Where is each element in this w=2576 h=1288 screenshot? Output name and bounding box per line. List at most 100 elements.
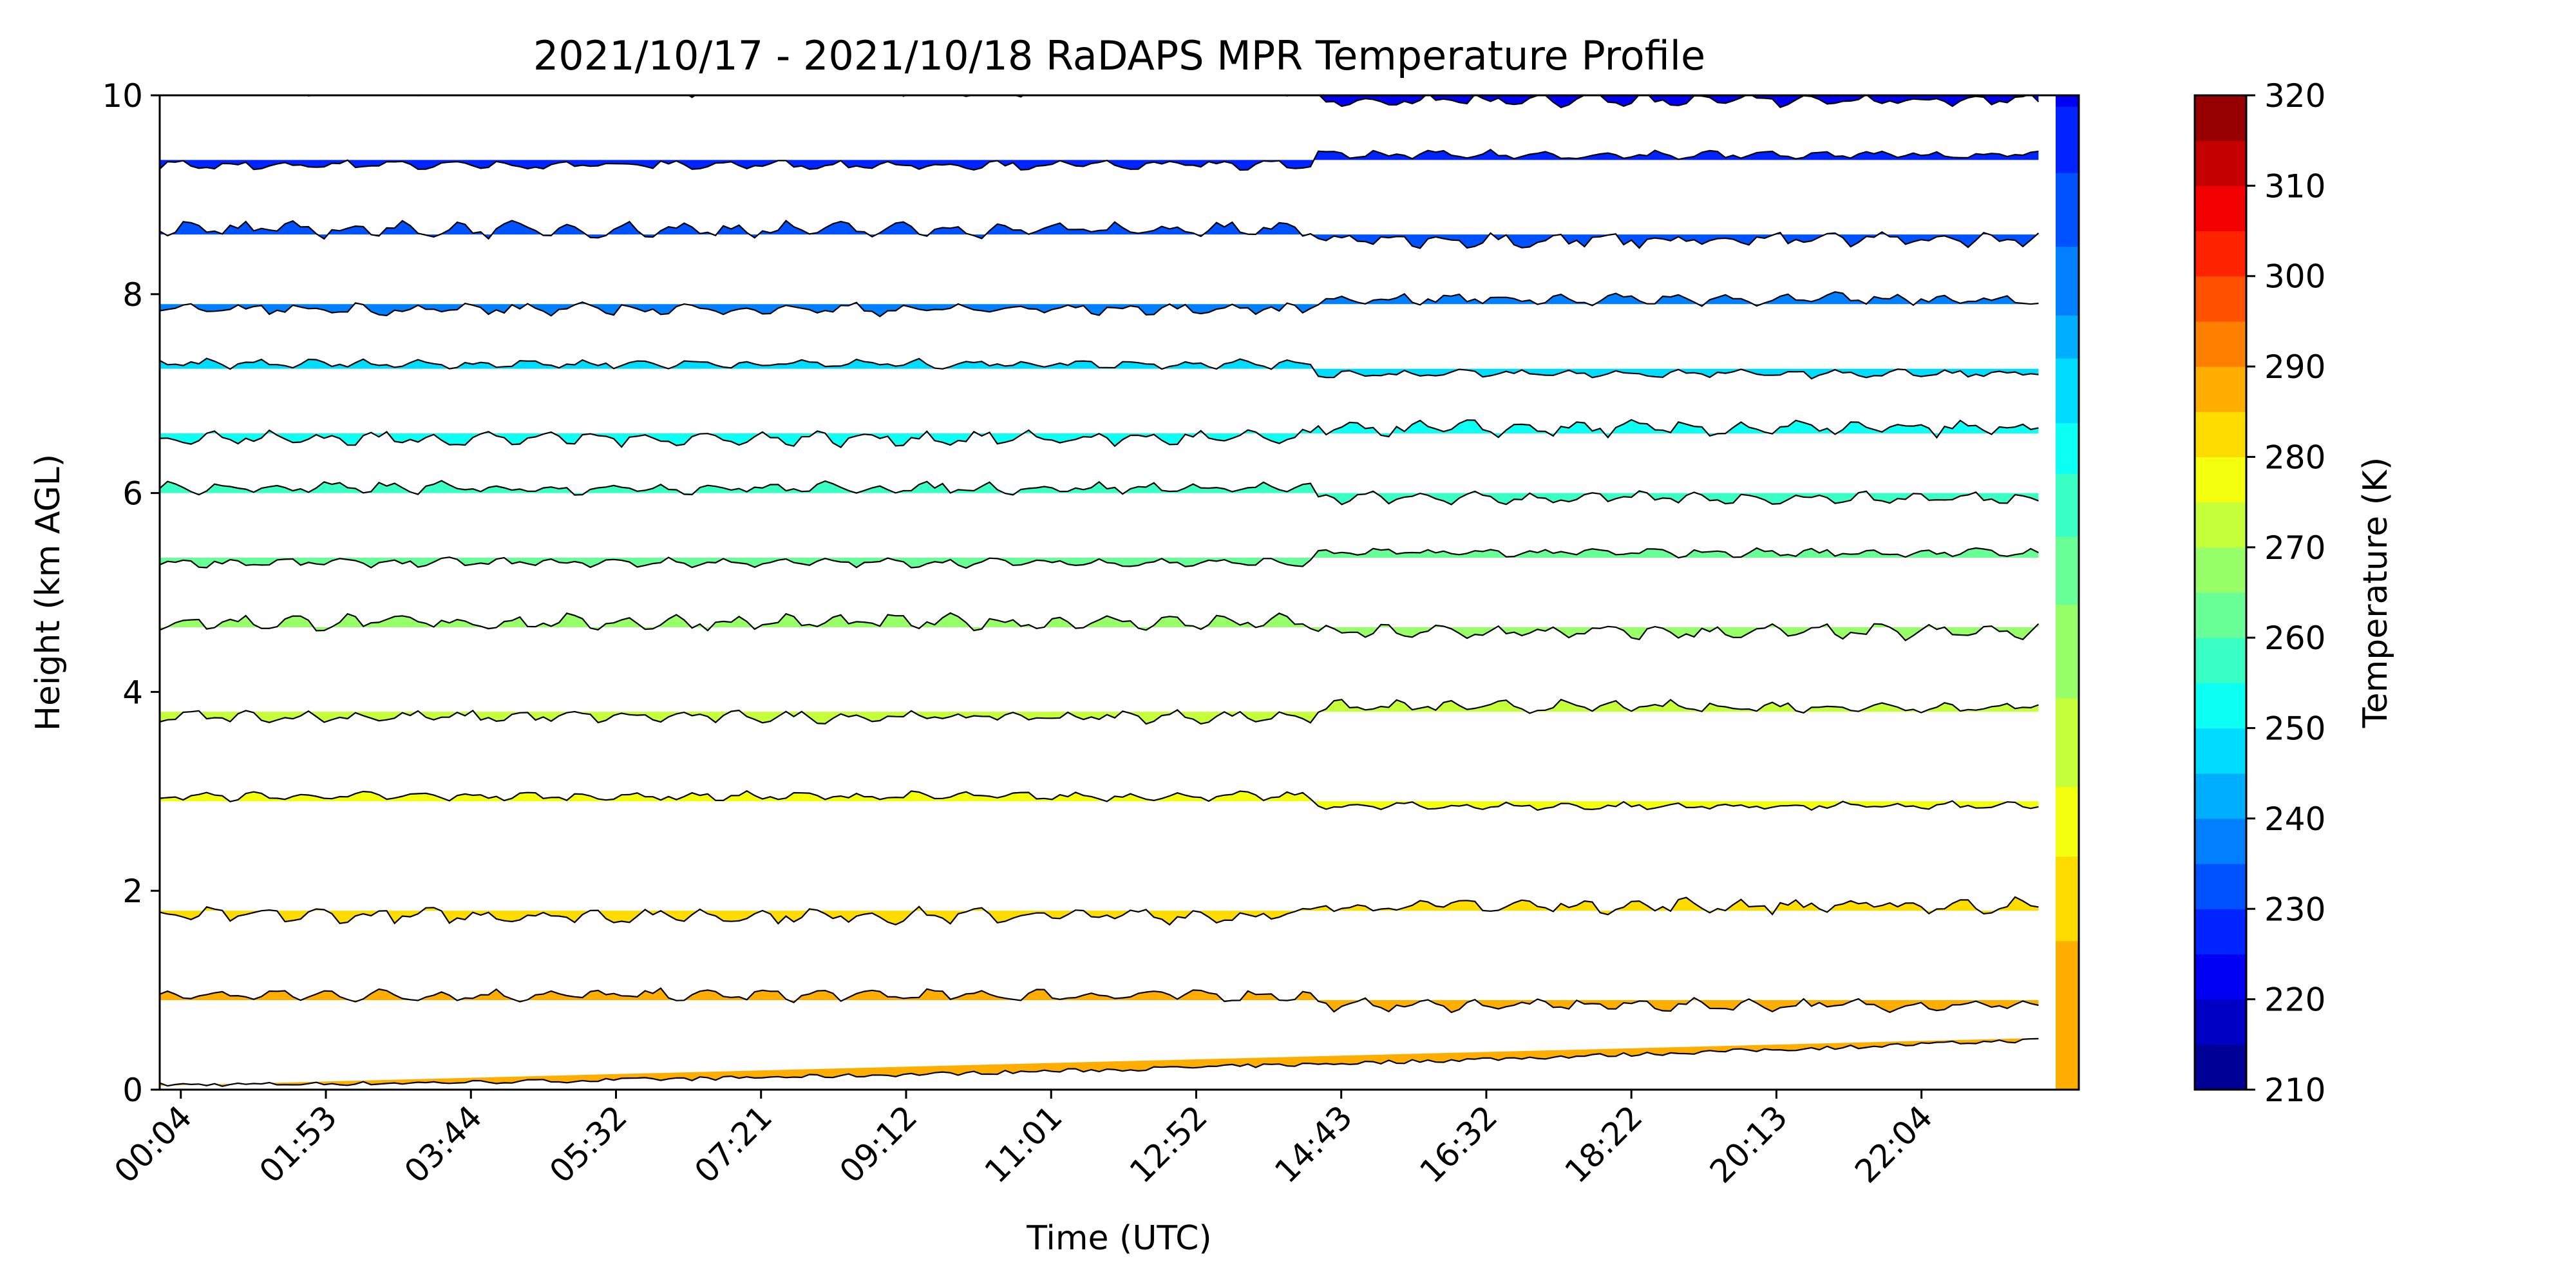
x-tick-label: 22:04 bbox=[1848, 1098, 1940, 1190]
strip-segment bbox=[2056, 347, 2079, 359]
chart-title: 2021/10/17 - 2021/10/18 RaDAPS MPR Tempe… bbox=[533, 32, 1705, 79]
colorbar-level bbox=[2195, 773, 2246, 819]
profile-trace bbox=[160, 790, 2039, 811]
y-tick-label: 0 bbox=[122, 1072, 143, 1109]
strip-segment bbox=[2056, 504, 2079, 516]
strip-segment bbox=[2056, 580, 2079, 593]
colorbar-level bbox=[2195, 909, 2246, 955]
strip-segment bbox=[2056, 515, 2079, 526]
strip-segment bbox=[2056, 641, 2079, 656]
profile-0 bbox=[160, 1037, 2039, 1087]
x-tick-label: 09:12 bbox=[833, 1098, 925, 1190]
strip-segment bbox=[2056, 357, 2079, 370]
profile-fill bbox=[160, 1037, 2039, 1086]
profile-trace bbox=[160, 357, 2039, 380]
x-tick-label: 20:13 bbox=[1703, 1098, 1795, 1190]
strip-segment bbox=[2056, 604, 2079, 617]
strip-segment bbox=[2056, 1015, 2079, 1031]
x-tick-label: 03:44 bbox=[397, 1098, 489, 1190]
colorbar-level bbox=[2195, 1044, 2246, 1090]
strip-segment bbox=[2056, 246, 2079, 259]
colorbar-tick-label: 250 bbox=[2264, 710, 2325, 748]
profile-9 bbox=[160, 357, 2039, 380]
profile-trace bbox=[160, 612, 2040, 641]
strip-segment bbox=[2056, 940, 2079, 956]
colorbar-level bbox=[2195, 954, 2246, 1000]
strip-segment bbox=[2056, 925, 2079, 942]
profile-trace bbox=[160, 220, 2040, 249]
x-tick-label: 00:04 bbox=[107, 1098, 199, 1190]
strip-segment bbox=[2056, 536, 2079, 548]
strip-segment bbox=[2056, 197, 2079, 211]
profile-13 bbox=[160, 95, 2040, 109]
colorbar-level bbox=[2195, 140, 2246, 186]
profile-10 bbox=[160, 291, 2039, 317]
strip-segment bbox=[2056, 683, 2079, 699]
colorbar-frame bbox=[2193, 94, 2248, 1091]
strip-segment bbox=[2056, 443, 2079, 454]
profile-trace bbox=[160, 291, 2039, 317]
colorbar-tick-label: 240 bbox=[2264, 800, 2325, 838]
strip-segment bbox=[2056, 955, 2079, 971]
strip-segment bbox=[2056, 801, 2079, 820]
y-axis: 0 2 4 6 8 10 bbox=[102, 77, 160, 1109]
x-tick-label: 11:01 bbox=[978, 1098, 1070, 1190]
y-tick-label: 8 bbox=[122, 276, 143, 314]
strip-segment bbox=[2056, 433, 2079, 444]
strip-segment bbox=[2056, 463, 2079, 474]
strip-segment bbox=[2056, 726, 2079, 743]
strip-segment bbox=[2056, 985, 2079, 1001]
colorbar-level bbox=[2195, 457, 2246, 503]
strip-segment bbox=[2056, 336, 2079, 348]
colorbar-level bbox=[2195, 412, 2246, 458]
strip-segment bbox=[2056, 314, 2079, 327]
profile-trace bbox=[305, 95, 2040, 109]
strip-segment bbox=[2056, 697, 2079, 713]
profile-fill bbox=[160, 358, 2039, 379]
strip-segment bbox=[2056, 874, 2079, 893]
colorbar-level bbox=[2195, 999, 2246, 1045]
strip-segment bbox=[2056, 1000, 2079, 1016]
profile-11 bbox=[160, 220, 2040, 249]
profile-5 bbox=[160, 612, 2040, 641]
profile-fill bbox=[160, 548, 2039, 568]
strip-segment bbox=[2056, 160, 2079, 173]
strip-segment bbox=[2056, 970, 2079, 986]
profile-fill bbox=[160, 480, 2039, 505]
strip-segment bbox=[2056, 892, 2079, 912]
profile-fill bbox=[160, 149, 2039, 170]
strip-segment bbox=[2056, 184, 2079, 198]
strip-segment bbox=[2056, 281, 2079, 294]
strip-segment bbox=[2056, 712, 2079, 728]
y-tick-label: 6 bbox=[122, 475, 143, 513]
colorbar-level bbox=[2195, 231, 2246, 277]
profile-2 bbox=[160, 896, 2039, 926]
colorbar-level bbox=[2195, 818, 2246, 864]
colorbar-level bbox=[2195, 95, 2246, 141]
strip-segment bbox=[2056, 756, 2079, 772]
strip-segment bbox=[2056, 473, 2079, 484]
colorbar-title: Temperature (K) bbox=[2356, 457, 2395, 729]
strip-segment bbox=[2056, 106, 2079, 118]
profile-trace bbox=[160, 987, 2039, 1014]
strip-segment bbox=[2056, 128, 2079, 139]
strip-segment bbox=[2056, 325, 2079, 337]
strip-segment bbox=[2056, 258, 2079, 270]
strip-segment bbox=[2056, 379, 2079, 392]
colorbar-level bbox=[2195, 502, 2246, 548]
strip-segment bbox=[2056, 1074, 2079, 1090]
strip-segment bbox=[2056, 138, 2079, 150]
profile-8 bbox=[160, 419, 2039, 449]
profile-fill bbox=[160, 220, 2039, 249]
profiles-layer bbox=[160, 95, 2079, 1090]
colorbar-level bbox=[2195, 185, 2246, 232]
y-tick-label: 10 bbox=[102, 77, 143, 115]
strip-segment bbox=[2056, 786, 2079, 802]
colorbar-tick-label: 270 bbox=[2264, 529, 2325, 567]
colorbar-level bbox=[2195, 683, 2246, 729]
strip-segment bbox=[2056, 292, 2079, 305]
colorbar-tick-label: 260 bbox=[2264, 620, 2325, 657]
colorbar-level bbox=[2195, 592, 2246, 638]
strip-segment bbox=[2056, 304, 2079, 316]
strip-segment bbox=[2056, 592, 2079, 605]
